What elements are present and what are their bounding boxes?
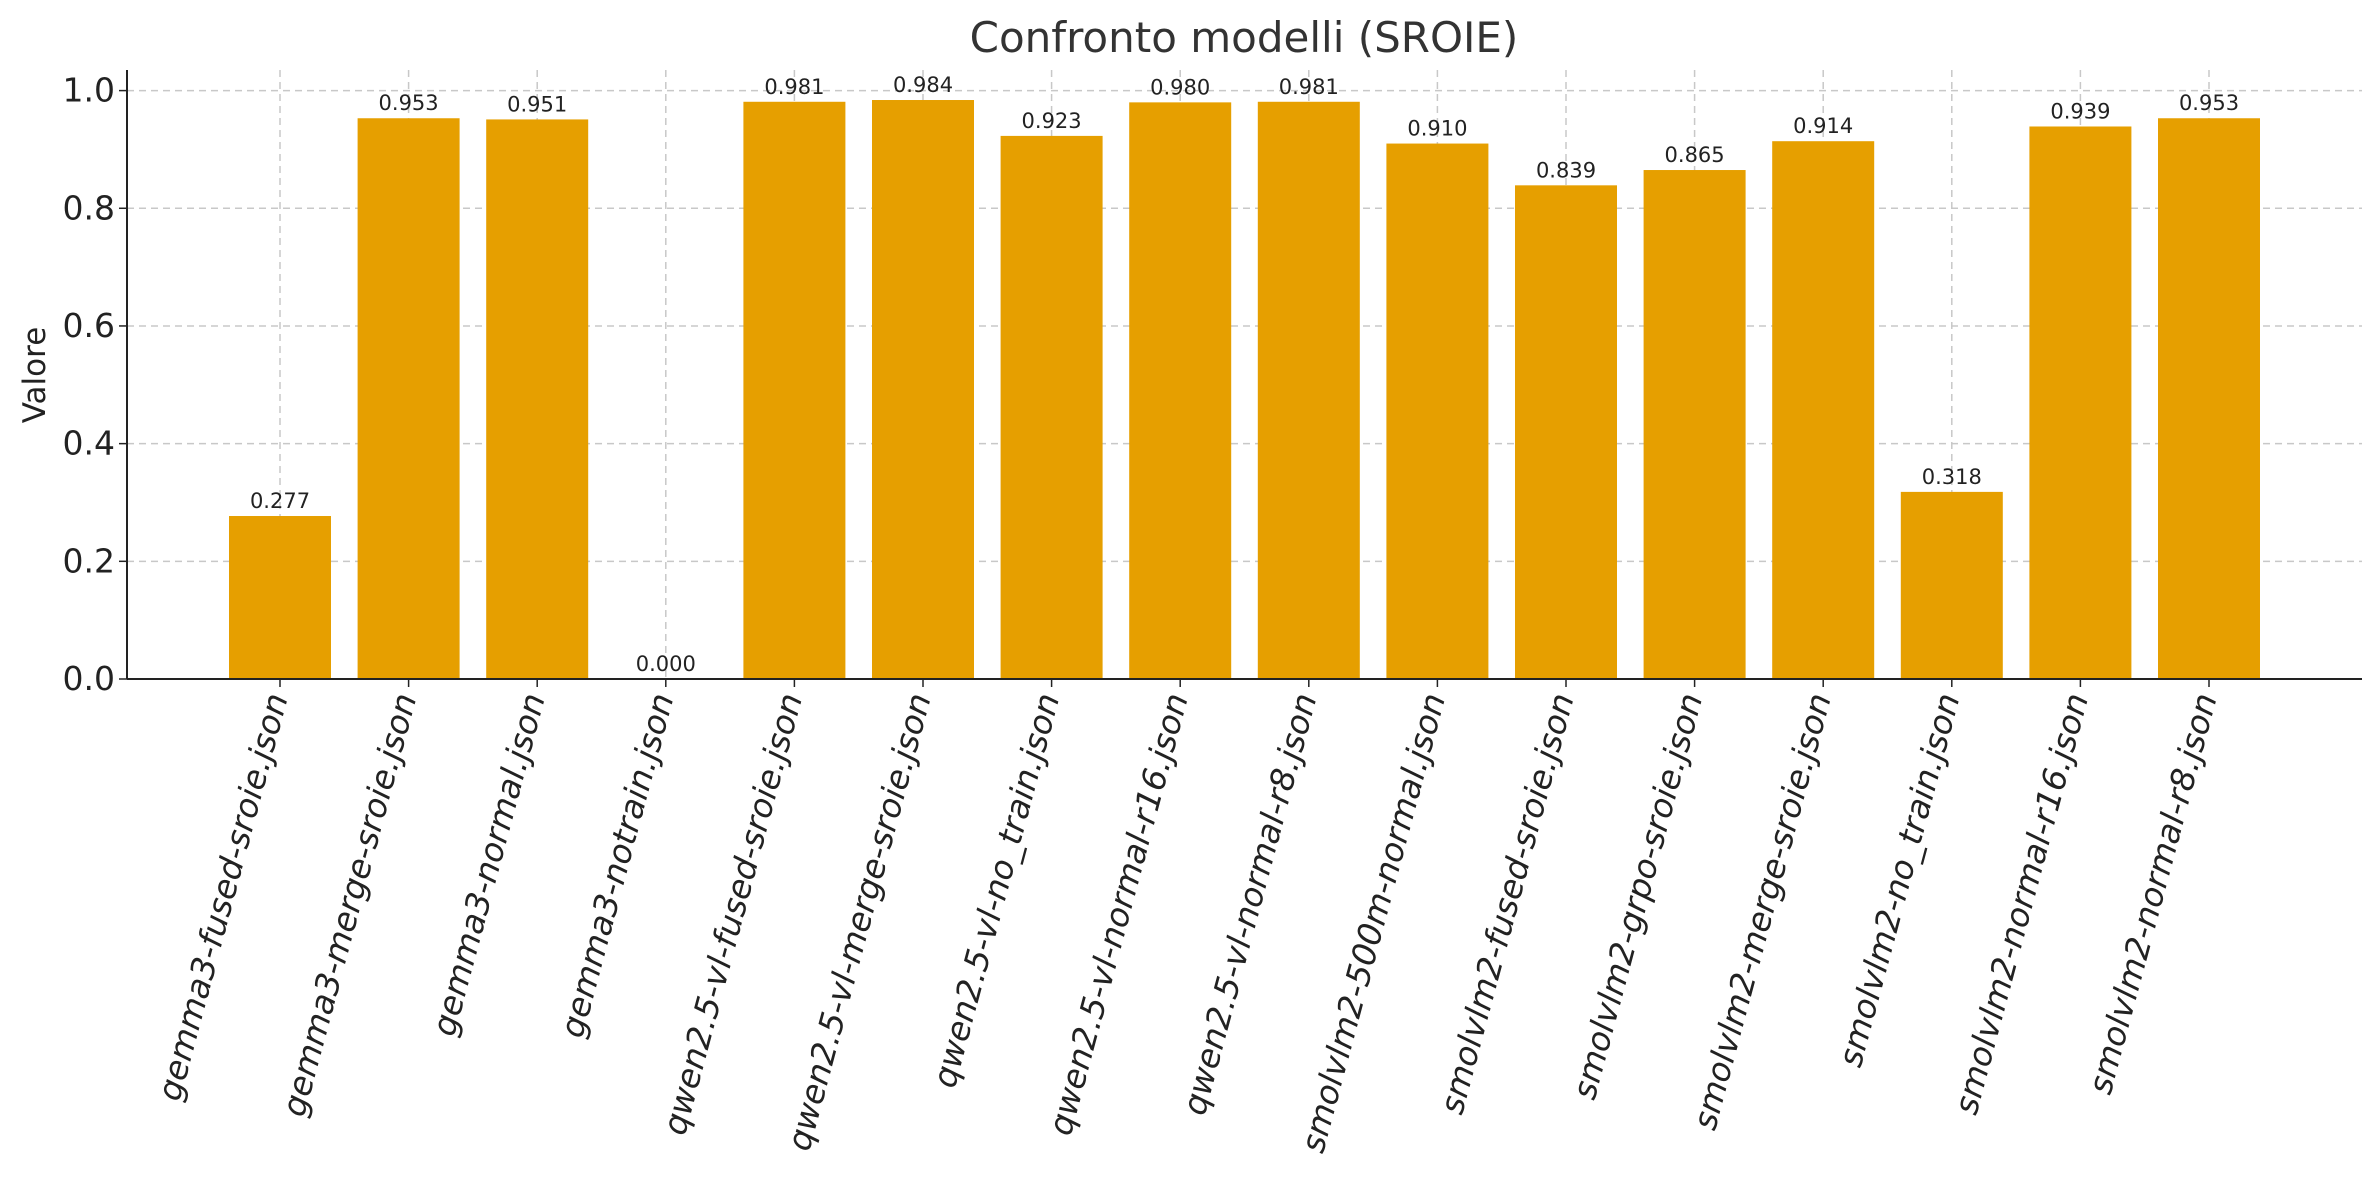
chart-title: Confronto modelli (SROIE) bbox=[970, 13, 1519, 62]
grid-lines bbox=[127, 70, 2362, 680]
bar-value-label: 0.984 bbox=[893, 73, 953, 97]
y-tick-label: 0.0 bbox=[63, 659, 115, 698]
x-tick-label: qwen2.5-vl-normal-r8.json bbox=[1174, 689, 1324, 1119]
x-tick-labels: gemma3-fused-sroie.jsongemma3-merge-sroi… bbox=[149, 689, 2224, 1157]
bar-value-label: 0.923 bbox=[1022, 109, 1082, 133]
data-labels: 0.277 0.953 0.951 0.000 0.981 0.984 0.923 0.980… bbox=[250, 73, 2239, 676]
bar bbox=[357, 118, 460, 680]
bar-value-label: 0.951 bbox=[507, 92, 567, 116]
bar bbox=[1772, 141, 1875, 680]
bar bbox=[872, 100, 974, 680]
bar-value-label: 0.980 bbox=[1150, 75, 1210, 99]
x-tick-label: smolvlm2-normal-r16.json bbox=[1946, 689, 2096, 1118]
x-tick-label: gemma3-normal.json bbox=[424, 689, 553, 1040]
x-tick-label: smolvlm2-grpo-sroie.json bbox=[1564, 689, 1710, 1103]
bar-value-label: 0.318 bbox=[1922, 465, 1982, 489]
bar bbox=[1000, 135, 1103, 680]
x-tick-label: gemma3-merge-sroie.json bbox=[274, 689, 425, 1120]
x-tick-label: qwen2.5-vl-merge-sroie.json bbox=[779, 689, 939, 1155]
bar-value-label: 0.981 bbox=[764, 75, 824, 99]
bar bbox=[1900, 491, 2003, 679]
x-tick-label: gemma3-notrain.json bbox=[552, 689, 681, 1042]
bar bbox=[2158, 118, 2260, 680]
bar bbox=[486, 119, 589, 679]
bar bbox=[1643, 170, 1746, 679]
y-tick-labels: 0.0 0.2 0.4 0.6 0.8 1.0 bbox=[63, 71, 115, 698]
x-tick-label: smolvlm2-500m-normal.json bbox=[1293, 689, 1453, 1157]
bar-value-label: 0.981 bbox=[1279, 75, 1339, 99]
bar bbox=[1129, 102, 1232, 680]
x-tick-label: smolvlm2-no_train.json bbox=[1830, 689, 1967, 1071]
y-tick-label: 0.6 bbox=[63, 306, 115, 345]
x-tick-label: qwen2.5-vl-fused-sroie.json bbox=[655, 689, 811, 1139]
x-tick-label: smolvlm2-normal-r8.json bbox=[2080, 689, 2225, 1098]
bar-value-label: 0.910 bbox=[1407, 117, 1467, 141]
bar bbox=[1515, 185, 1617, 680]
x-tick-label: gemma3-fused-sroie.json bbox=[149, 689, 295, 1105]
bar-value-label: 0.000 bbox=[636, 652, 696, 676]
x-tick-label: smolvlm2-merge-sroie.json bbox=[1685, 689, 1839, 1134]
y-tick-label: 1.0 bbox=[63, 71, 115, 110]
bar-value-label: 0.839 bbox=[1536, 158, 1596, 182]
x-tick-label: smolvlm2-fused-sroie.json bbox=[1432, 689, 1582, 1118]
bar bbox=[229, 516, 331, 679]
y-tick-label: 0.2 bbox=[63, 541, 115, 580]
bar-value-label: 0.953 bbox=[2179, 91, 2239, 115]
axes bbox=[119, 70, 2362, 687]
y-axis-label: Valore bbox=[17, 327, 53, 424]
bar bbox=[1257, 101, 1360, 679]
bar-value-label: 0.939 bbox=[2050, 99, 2110, 123]
bar-value-label: 0.914 bbox=[1793, 114, 1853, 138]
x-tick-label: qwen2.5-vl-no_train.json bbox=[924, 689, 1067, 1092]
bars bbox=[229, 100, 2260, 680]
bar-value-label: 0.865 bbox=[1665, 143, 1725, 167]
bar-value-label: 0.953 bbox=[379, 91, 439, 115]
x-tick-label: qwen2.5-vl-normal-r16.json bbox=[1040, 689, 1196, 1139]
bar bbox=[1386, 143, 1489, 679]
bar bbox=[743, 101, 846, 679]
y-tick-label: 0.8 bbox=[63, 188, 115, 227]
bar bbox=[2029, 126, 2132, 680]
bar-value-label: 0.277 bbox=[250, 489, 310, 513]
y-tick-label: 0.4 bbox=[63, 424, 115, 463]
